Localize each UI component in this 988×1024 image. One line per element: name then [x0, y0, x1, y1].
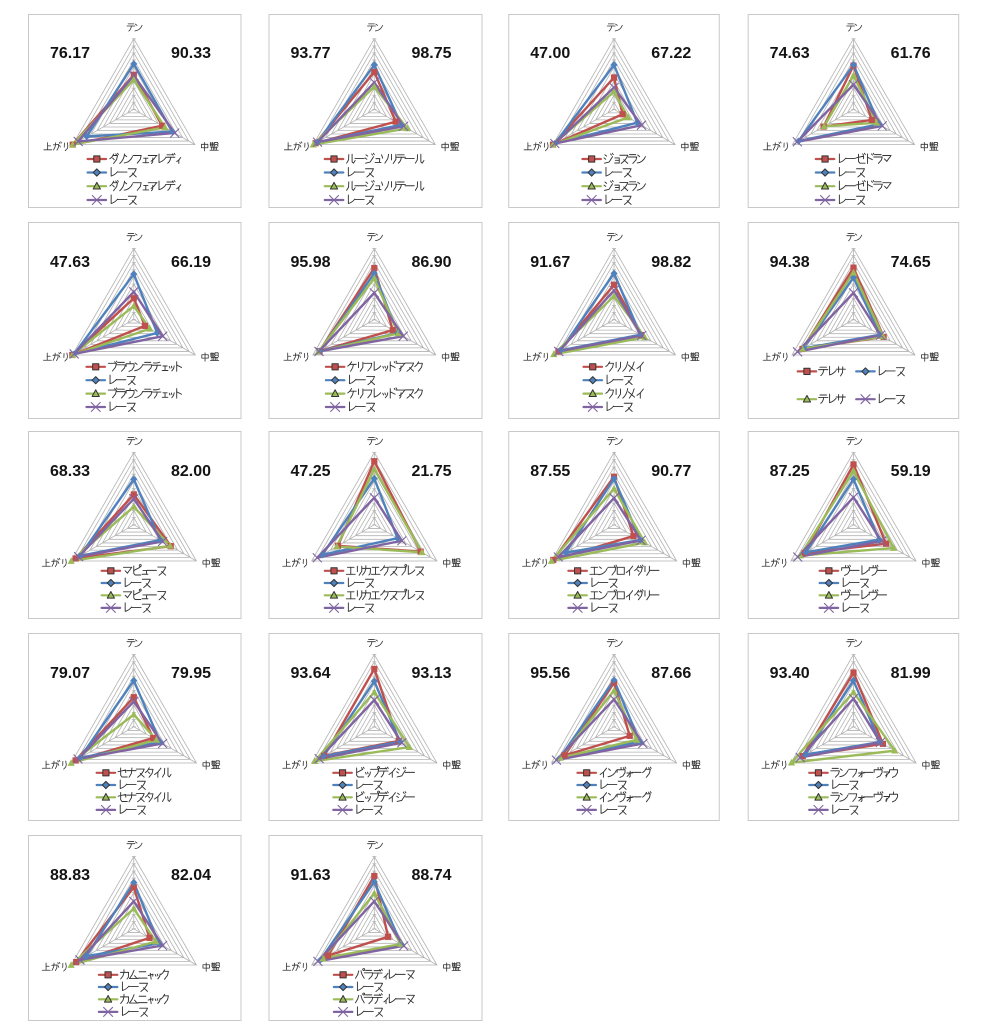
svg-text:82.00: 82.00	[171, 463, 211, 480]
svg-text:81.99: 81.99	[891, 665, 931, 682]
svg-text:95.56: 95.56	[530, 665, 570, 682]
svg-text:66.19: 66.19	[171, 254, 211, 271]
svg-text:91.67: 91.67	[530, 254, 570, 271]
svg-text:93.64: 93.64	[290, 665, 330, 682]
svg-text:76.17: 76.17	[50, 45, 90, 62]
svg-text:90.33: 90.33	[171, 45, 211, 62]
svg-text:98.75: 98.75	[411, 45, 451, 62]
svg-text:91.63: 91.63	[290, 867, 330, 884]
svg-text:87.55: 87.55	[530, 463, 570, 480]
svg-text:90.77: 90.77	[651, 463, 691, 480]
svg-text:21.75: 21.75	[411, 463, 451, 480]
svg-text:61.76: 61.76	[891, 45, 931, 62]
svg-text:88.74: 88.74	[411, 867, 451, 884]
svg-text:47.25: 47.25	[290, 463, 330, 480]
svg-text:95.98: 95.98	[290, 254, 330, 271]
svg-text:82.04: 82.04	[171, 867, 211, 884]
svg-text:86.90: 86.90	[411, 254, 451, 271]
svg-text:74.63: 74.63	[770, 45, 810, 62]
svg-text:68.33: 68.33	[50, 463, 90, 480]
svg-text:47.00: 47.00	[530, 45, 570, 62]
svg-text:93.13: 93.13	[411, 665, 451, 682]
svg-text:79.95: 79.95	[171, 665, 211, 682]
svg-text:98.82: 98.82	[651, 254, 691, 271]
svg-text:94.38: 94.38	[770, 254, 810, 271]
svg-text:93.40: 93.40	[770, 665, 810, 682]
svg-text:88.83: 88.83	[50, 867, 90, 884]
svg-text:93.77: 93.77	[290, 45, 330, 62]
svg-text:87.25: 87.25	[770, 463, 810, 480]
svg-text:47.63: 47.63	[50, 254, 90, 271]
svg-text:87.66: 87.66	[651, 665, 691, 682]
svg-text:79.07: 79.07	[50, 665, 90, 682]
svg-text:74.65: 74.65	[891, 254, 931, 271]
svg-text:67.22: 67.22	[651, 45, 691, 62]
svg-text:59.19: 59.19	[891, 463, 931, 480]
